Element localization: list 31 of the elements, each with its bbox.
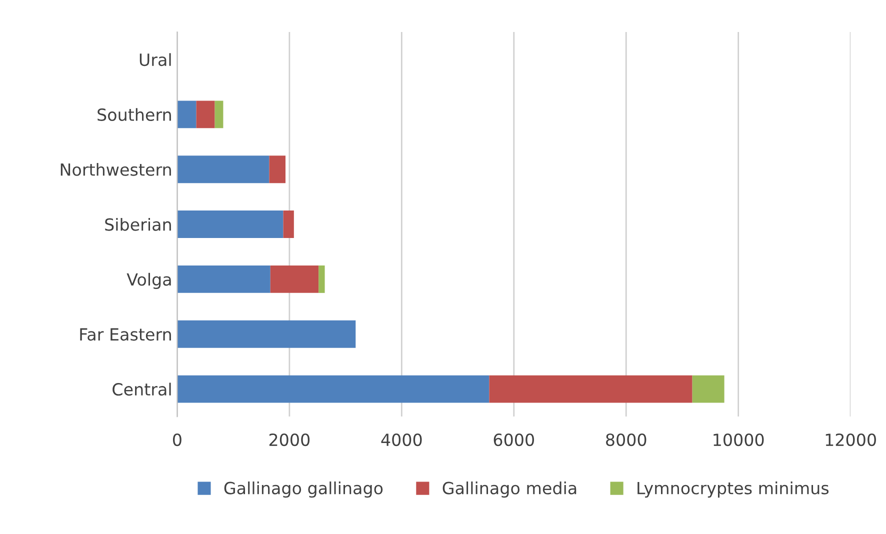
bar <box>177 100 196 128</box>
y-tick-label: Southern <box>98 108 171 121</box>
bar <box>196 100 215 128</box>
bar <box>269 156 286 184</box>
bar <box>270 265 319 293</box>
x-tick-label: 4000 <box>381 433 422 446</box>
bar <box>177 375 490 403</box>
y-tick-label: Ural <box>140 53 171 66</box>
legend-label: Gallinago media <box>442 482 576 498</box>
x-tick-label: 8000 <box>606 433 646 446</box>
y-tick-label: Central <box>112 382 171 396</box>
bar <box>177 320 356 348</box>
x-tick-label: 2000 <box>269 433 310 446</box>
y-tick-label: Volga <box>126 272 171 290</box>
x-tick-label: 0 <box>172 433 182 446</box>
y-tick-label: Siberian <box>105 218 171 231</box>
bar <box>177 210 284 238</box>
y-tick-label: Far Eastern <box>80 328 171 341</box>
bar <box>177 156 270 184</box>
bar <box>177 265 270 293</box>
x-tick-label: 10000 <box>714 433 764 446</box>
legend-label: Gallinago gallinago <box>224 482 383 498</box>
x-tick-label: 12000 <box>826 433 876 446</box>
x-tick-label: 6000 <box>494 433 534 446</box>
bar <box>318 265 325 293</box>
legend-label: Lymnocryptes minimus <box>638 482 829 498</box>
bar <box>489 375 692 403</box>
y-tick-label: Northwestern <box>60 163 171 176</box>
bar <box>692 375 724 403</box>
bar <box>283 210 294 238</box>
bar <box>214 100 224 128</box>
